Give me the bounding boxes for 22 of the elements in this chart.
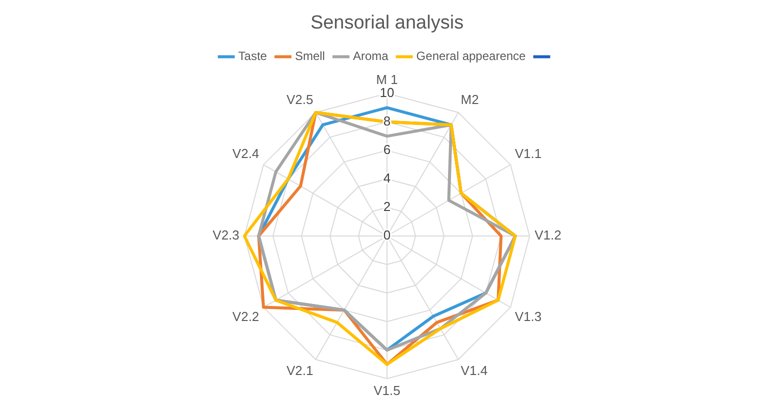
spoke-label: V1.5 bbox=[374, 382, 400, 398]
legend-label: Aroma bbox=[352, 49, 389, 64]
spoke-label: V2.4 bbox=[232, 146, 260, 161]
y-tick-label: 6 bbox=[383, 142, 391, 158]
y-tick-label: 4 bbox=[383, 170, 391, 186]
spoke-label: V1.1 bbox=[514, 146, 542, 161]
spoke-label: M 1 bbox=[376, 72, 398, 88]
spoke-label: V2.2 bbox=[232, 309, 260, 324]
y-tick-label: 10 bbox=[380, 84, 394, 100]
spoke-label: V2.3 bbox=[212, 228, 240, 243]
spoke-label: V2.1 bbox=[286, 363, 314, 378]
legend-label: Taste bbox=[238, 49, 268, 64]
chart-title: Sensorial analysis bbox=[310, 12, 464, 34]
legend-label: General appearence bbox=[416, 49, 526, 64]
spoke-label: V1.3 bbox=[514, 309, 542, 324]
spoke-label: M2 bbox=[460, 92, 479, 107]
spoke-label: V1.4 bbox=[460, 363, 488, 378]
y-tick-label: 0 bbox=[383, 228, 391, 243]
y-tick-label: 2 bbox=[383, 199, 391, 214]
spoke-label: V2.5 bbox=[286, 92, 314, 107]
legend-label: Smell bbox=[294, 49, 325, 64]
spoke-label: V1.2 bbox=[534, 228, 562, 243]
